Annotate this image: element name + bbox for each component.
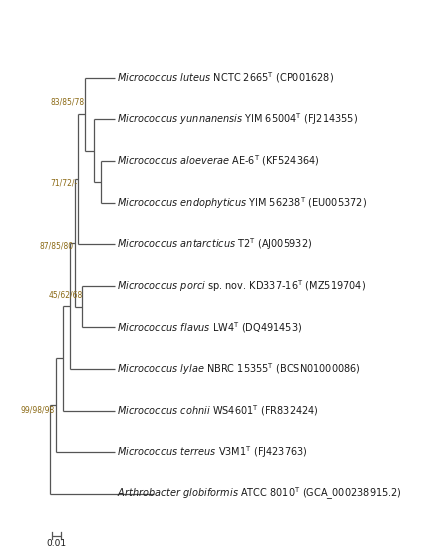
Text: $\it{Micrococcus\ cohnii}$ WS4601$^\mathregular{T}$ (FR832424): $\it{Micrococcus\ cohnii}$ WS4601$^\math… — [117, 403, 319, 418]
Text: $\it{Micrococcus\ flavus}$ LW4$^\mathregular{T}$ (DQ491453): $\it{Micrococcus\ flavus}$ LW4$^\mathreg… — [117, 320, 303, 335]
Text: $\it{Micrococcus\ porci}$ sp. nov. KD337-16$^\mathregular{T}$ (MZ519704): $\it{Micrococcus\ porci}$ sp. nov. KD337… — [117, 278, 366, 294]
Text: 71/72/-: 71/72/- — [50, 178, 77, 187]
Text: $\it{Arthrobacter\ globiformis}$ ATCC 8010$^\mathregular{T}$ (GCA_000238915.2): $\it{Arthrobacter\ globiformis}$ ATCC 80… — [117, 486, 402, 502]
Text: $\it{Micrococcus\ yunnanensis}$ YIM 65004$^\mathregular{T}$ (FJ214355): $\it{Micrococcus\ yunnanensis}$ YIM 6500… — [117, 112, 358, 127]
Text: $\it{Micrococcus\ endophyticus}$ YIM 56238$^\mathregular{T}$ (EU005372): $\it{Micrococcus\ endophyticus}$ YIM 562… — [117, 195, 367, 211]
Text: $\it{Micrococcus\ antarcticus}$ T2$^\mathregular{T}$ (AJ005932): $\it{Micrococcus\ antarcticus}$ T2$^\mat… — [117, 236, 312, 252]
Text: 99/98/98: 99/98/98 — [20, 405, 55, 414]
Text: $\it{Micrococcus\ luteus}$ NCTC 2665$^\mathregular{T}$ (CP001628): $\it{Micrococcus\ luteus}$ NCTC 2665$^\m… — [117, 70, 334, 85]
Text: $\it{Micrococcus\ aloeverae}$ AE-6$^\mathregular{T}$ (KF524364): $\it{Micrococcus\ aloeverae}$ AE-6$^\mat… — [117, 153, 320, 168]
Text: 83/85/78: 83/85/78 — [50, 98, 84, 107]
Text: 87/85/80: 87/85/80 — [40, 242, 74, 251]
Text: $\it{Micrococcus\ lylae}$ NBRC 15355$^\mathregular{T}$ (BCSN01000086): $\it{Micrococcus\ lylae}$ NBRC 15355$^\m… — [117, 361, 361, 377]
Text: $\it{Micrococcus\ terreus}$ V3M1$^\mathregular{T}$ (FJ423763): $\it{Micrococcus\ terreus}$ V3M1$^\mathr… — [117, 444, 308, 460]
Text: 45/62/68: 45/62/68 — [48, 290, 82, 300]
Text: 0.01: 0.01 — [46, 539, 67, 548]
